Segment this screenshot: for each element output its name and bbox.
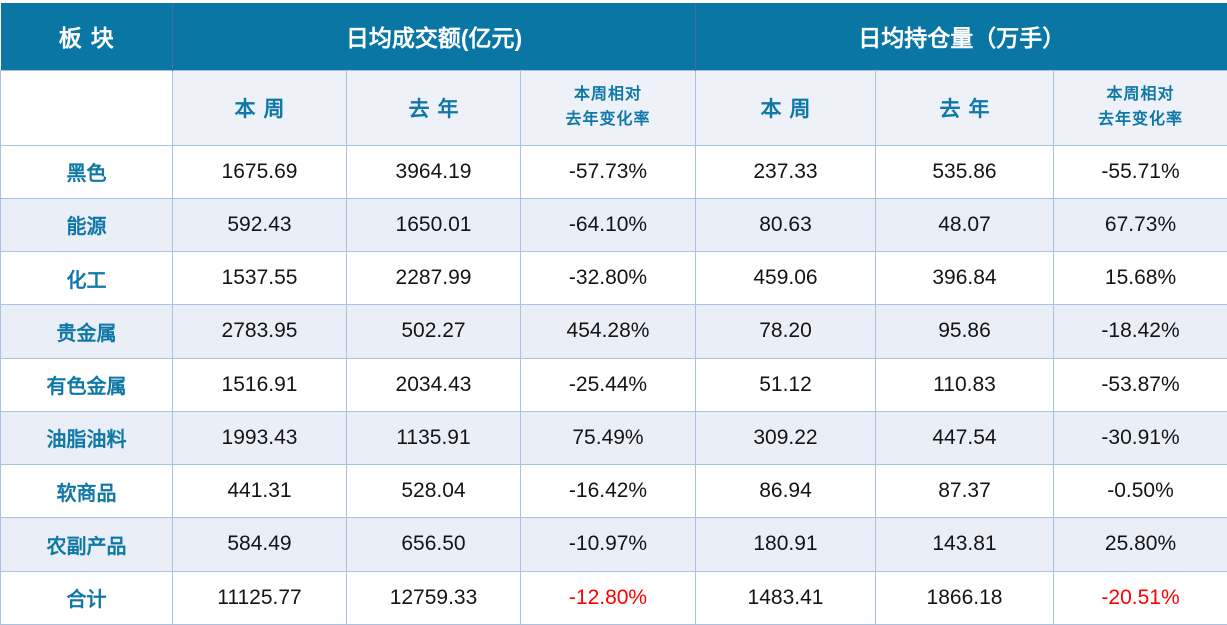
turnover-week-value: 1516.91 xyxy=(172,357,347,412)
table-row: 能源 592.43 1650.01 -64.10% 80.63 48.07 67… xyxy=(0,197,1227,253)
turnover-lastyear-value: 1650.01 xyxy=(346,197,521,253)
sub-header-blank xyxy=(0,69,173,146)
oi-lastyear-value: 396.84 xyxy=(875,251,1054,306)
oi-lastyear-value: 447.54 xyxy=(875,410,1054,466)
oi-change-value: 15.68% xyxy=(1052,251,1227,306)
turnover-change-value: -16.42% xyxy=(520,464,696,519)
total-oi-change-value: -20.51% xyxy=(1052,570,1227,625)
oi-change-value: 67.73% xyxy=(1052,197,1227,253)
turnover-change-value: -32.80% xyxy=(520,251,696,306)
sector-summary-table: 板块 日均成交额(亿元) 日均持仓量（万手） 本周 去年 本周相对 去年变化率 … xyxy=(0,3,1227,625)
change-header-line2: 去年变化率 xyxy=(1098,110,1184,128)
turnover-change-value: 454.28% xyxy=(520,304,696,359)
turnover-change-value: -57.73% xyxy=(520,144,696,199)
turnover-week-value: 1537.55 xyxy=(172,251,347,306)
sector-label: 能源 xyxy=(0,197,173,253)
group-header-open-interest: 日均持仓量（万手） xyxy=(694,3,1227,70)
oi-week-value: 80.63 xyxy=(695,197,876,253)
turnover-week-value: 1993.43 xyxy=(172,410,347,466)
sector-label: 有色金属 xyxy=(0,357,173,412)
turnover-lastyear-value: 528.04 xyxy=(346,464,521,519)
oi-lastyear-value: 48.07 xyxy=(875,197,1054,253)
sub-header-oi-change: 本周相对 去年变化率 xyxy=(1052,69,1227,146)
table-total-row: 合计 11125.77 12759.33 -12.80% 1483.41 186… xyxy=(0,570,1227,625)
table-row: 软商品 441.31 528.04 -16.42% 86.94 87.37 -0… xyxy=(0,464,1227,519)
oi-lastyear-value: 110.83 xyxy=(875,357,1054,412)
sector-label: 化工 xyxy=(0,251,173,306)
table-row: 有色金属 1516.91 2034.43 -25.44% 51.12 110.8… xyxy=(0,357,1227,412)
oi-lastyear-value: 535.86 xyxy=(875,144,1054,199)
turnover-change-value: 75.49% xyxy=(520,410,696,466)
oi-lastyear-value: 143.81 xyxy=(875,517,1054,572)
turnover-change-value: -64.10% xyxy=(520,197,696,253)
oi-week-value: 78.20 xyxy=(695,304,876,359)
sector-label: 贵金属 xyxy=(0,304,173,359)
table-row: 农副产品 584.49 656.50 -10.97% 180.91 143.81… xyxy=(0,517,1227,572)
total-turnover-change-value: -12.80% xyxy=(520,570,696,625)
turnover-lastyear-value: 656.50 xyxy=(346,517,521,572)
table-row: 黑色 1675.69 3964.19 -57.73% 237.33 535.86… xyxy=(0,144,1227,199)
turnover-lastyear-value: 3964.19 xyxy=(346,144,521,199)
oi-week-value: 459.06 xyxy=(695,251,876,306)
turnover-lastyear-value: 2034.43 xyxy=(346,357,521,412)
oi-week-value: 51.12 xyxy=(695,357,876,412)
table-row: 化工 1537.55 2287.99 -32.80% 459.06 396.84… xyxy=(0,251,1227,306)
total-turnover-lastyear-value: 12759.33 xyxy=(346,570,521,625)
sector-label: 软商品 xyxy=(0,464,173,519)
turnover-lastyear-value: 502.27 xyxy=(346,304,521,359)
oi-week-value: 237.33 xyxy=(695,144,876,199)
turnover-lastyear-value: 2287.99 xyxy=(346,251,521,306)
change-header-line1: 本周相对 xyxy=(1106,85,1175,103)
group-header-row: 板块 日均成交额(亿元) 日均持仓量（万手） xyxy=(0,3,1227,70)
total-oi-week-value: 1483.41 xyxy=(695,570,876,625)
turnover-week-value: 441.31 xyxy=(172,464,347,519)
table-row: 油脂油料 1993.43 1135.91 75.49% 309.22 447.5… xyxy=(0,410,1227,466)
group-header-turnover: 日均成交额(亿元) xyxy=(172,3,696,70)
oi-change-value: -30.91% xyxy=(1052,410,1227,466)
corner-header-sector: 板块 xyxy=(0,3,173,70)
sub-header-oi-week: 本周 xyxy=(695,69,876,146)
sub-header-turnover-change: 本周相对 去年变化率 xyxy=(520,69,696,146)
oi-change-value: -55.71% xyxy=(1052,144,1227,199)
oi-lastyear-value: 87.37 xyxy=(875,464,1054,519)
oi-week-value: 180.91 xyxy=(695,517,876,572)
oi-change-value: -18.42% xyxy=(1052,304,1227,359)
turnover-lastyear-value: 1135.91 xyxy=(346,410,521,466)
total-oi-lastyear-value: 1866.18 xyxy=(875,570,1054,625)
change-header-line1: 本周相对 xyxy=(573,85,642,103)
turnover-week-value: 1675.69 xyxy=(172,144,347,199)
turnover-week-value: 584.49 xyxy=(172,517,347,572)
oi-week-value: 309.22 xyxy=(695,410,876,466)
sub-header-turnover-week: 本周 xyxy=(172,69,347,146)
oi-lastyear-value: 95.86 xyxy=(875,304,1054,359)
oi-change-value: -0.50% xyxy=(1052,464,1227,519)
sub-header-oi-lastyear: 去年 xyxy=(875,69,1054,146)
table-row: 贵金属 2783.95 502.27 454.28% 78.20 95.86 -… xyxy=(0,304,1227,359)
turnover-week-value: 2783.95 xyxy=(172,304,347,359)
turnover-week-value: 592.43 xyxy=(172,197,347,253)
total-label: 合计 xyxy=(0,570,173,625)
oi-week-value: 86.94 xyxy=(695,464,876,519)
turnover-change-value: -25.44% xyxy=(520,357,696,412)
sector-label: 黑色 xyxy=(0,144,173,199)
change-header-line2: 去年变化率 xyxy=(565,110,651,128)
total-turnover-week-value: 11125.77 xyxy=(172,570,347,625)
oi-change-value: -53.87% xyxy=(1052,357,1227,412)
sector-label: 油脂油料 xyxy=(0,410,173,466)
sub-header-row: 本周 去年 本周相对 去年变化率 本周 去年 本周相对 去年变化率 xyxy=(0,69,1227,146)
oi-change-value: 25.80% xyxy=(1052,517,1227,572)
sub-header-turnover-lastyear: 去年 xyxy=(346,69,521,146)
turnover-change-value: -10.97% xyxy=(520,517,696,572)
sector-label: 农副产品 xyxy=(0,517,173,572)
